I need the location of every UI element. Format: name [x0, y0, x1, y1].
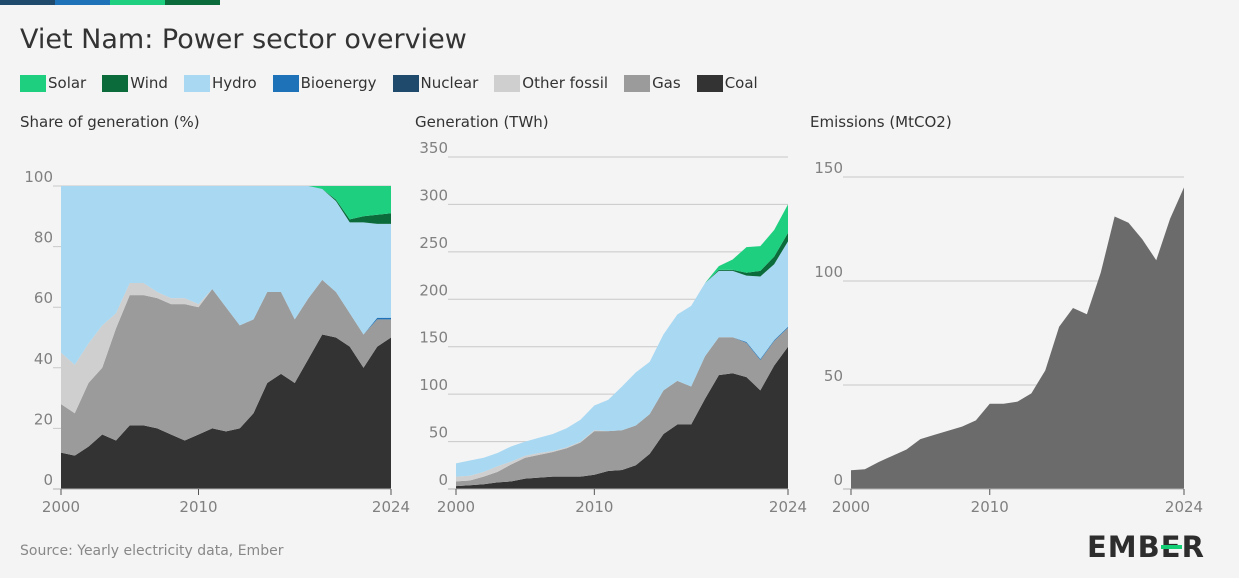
legend-label-gas: Gas	[652, 74, 681, 92]
brand-bar-segment-1	[0, 0, 55, 5]
legend-swatch-nuclear	[392, 74, 419, 92]
share-area-solar	[61, 186, 391, 220]
share-ytick-40: 40	[34, 350, 53, 368]
legend-item-solar: Solar	[20, 74, 86, 92]
emissions-xtick-2024: 2024	[1165, 498, 1203, 516]
emissions-xtick-2010: 2010	[971, 498, 1009, 516]
emissions-ytick-150: 150	[814, 159, 843, 177]
legend-label-bioenergy: Bioenergy	[300, 74, 377, 92]
legend-item-hydro: Hydro	[183, 74, 257, 92]
emissions-xtick-2000: 2000	[832, 498, 870, 516]
generation-ytick-0: 0	[438, 471, 448, 489]
share-area-hydro	[61, 186, 391, 365]
legend-swatch-coal	[696, 74, 723, 92]
ember-logo: EMBER	[1087, 530, 1205, 564]
share-xtick-2000: 2000	[42, 498, 80, 516]
legend-label-coal: Coal	[724, 74, 758, 92]
legend-swatch-solar	[20, 74, 46, 92]
generation-ytick-250: 250	[419, 234, 448, 252]
legend-swatch-gas	[624, 74, 651, 92]
emissions-ytick-50: 50	[824, 367, 843, 385]
generation-ytick-350: 350	[419, 139, 448, 157]
legend-swatch-hydro	[183, 74, 210, 92]
legend-label-other-fossil: Other fossil	[522, 74, 609, 92]
generation-ytick-100: 100	[419, 376, 448, 394]
brand-bar-segment-3	[110, 0, 165, 5]
share-xtick-2010: 2010	[179, 498, 217, 516]
generation-area-coal	[456, 346, 788, 489]
legend-swatch-other-fossil	[494, 74, 521, 92]
share-ytick-20: 20	[34, 410, 53, 428]
generation-xtick-2010: 2010	[575, 498, 613, 516]
share-ytick-0: 0	[43, 471, 53, 489]
legend-swatch-bioenergy	[272, 74, 299, 92]
share-ytick-60: 60	[34, 289, 53, 307]
legend-label-hydro: Hydro	[211, 74, 257, 92]
brand-bar-segment-4	[165, 0, 220, 5]
share-ytick-80: 80	[34, 229, 53, 247]
legend-item-gas: Gas	[624, 74, 681, 92]
generation-chart-title: Generation (TWh)	[415, 113, 549, 131]
share-area-gas	[61, 279, 391, 456]
generation-xtick-2000: 2000	[437, 498, 475, 516]
share-area-wind	[61, 186, 391, 224]
generation-ytick-300: 300	[419, 186, 448, 204]
generation-xtick-2024: 2024	[769, 498, 807, 516]
legend: Solar Wind Hydro Bioenergy Nuclear Other…	[20, 74, 774, 92]
emissions-area-emissions	[851, 187, 1184, 489]
generation-area-gas	[456, 327, 788, 487]
legend-item-bioenergy: Bioenergy	[272, 74, 377, 92]
emissions-chart-title: Emissions (MtCO2)	[810, 113, 952, 131]
source-note: Source: Yearly electricity data, Ember	[20, 543, 284, 559]
legend-item-nuclear: Nuclear	[392, 74, 479, 92]
generation-ytick-150: 150	[419, 329, 448, 347]
brand-bar-segment-2	[55, 0, 110, 5]
legend-swatch-wind	[102, 74, 129, 92]
page-title: Viet Nam: Power sector overview	[20, 24, 467, 55]
generation-ytick-200: 200	[419, 281, 448, 299]
share-ytick-100: 100	[24, 168, 53, 186]
emissions-ytick-0: 0	[833, 471, 843, 489]
share-chart-title: Share of generation (%)	[20, 113, 200, 131]
legend-label-wind: Wind	[130, 74, 168, 92]
emissions-ytick-100: 100	[814, 263, 843, 281]
share-xtick-2024: 2024	[372, 498, 410, 516]
brand-color-bar	[0, 0, 220, 5]
share-area-coal	[61, 334, 391, 489]
legend-label-nuclear: Nuclear	[420, 74, 479, 92]
legend-item-wind: Wind	[102, 74, 168, 92]
legend-label-solar: Solar	[48, 74, 87, 92]
generation-ytick-50: 50	[429, 424, 448, 442]
legend-item-coal: Coal	[696, 74, 758, 92]
generation-area-hydro	[456, 241, 788, 477]
legend-item-other-fossil: Other fossil	[494, 74, 608, 92]
